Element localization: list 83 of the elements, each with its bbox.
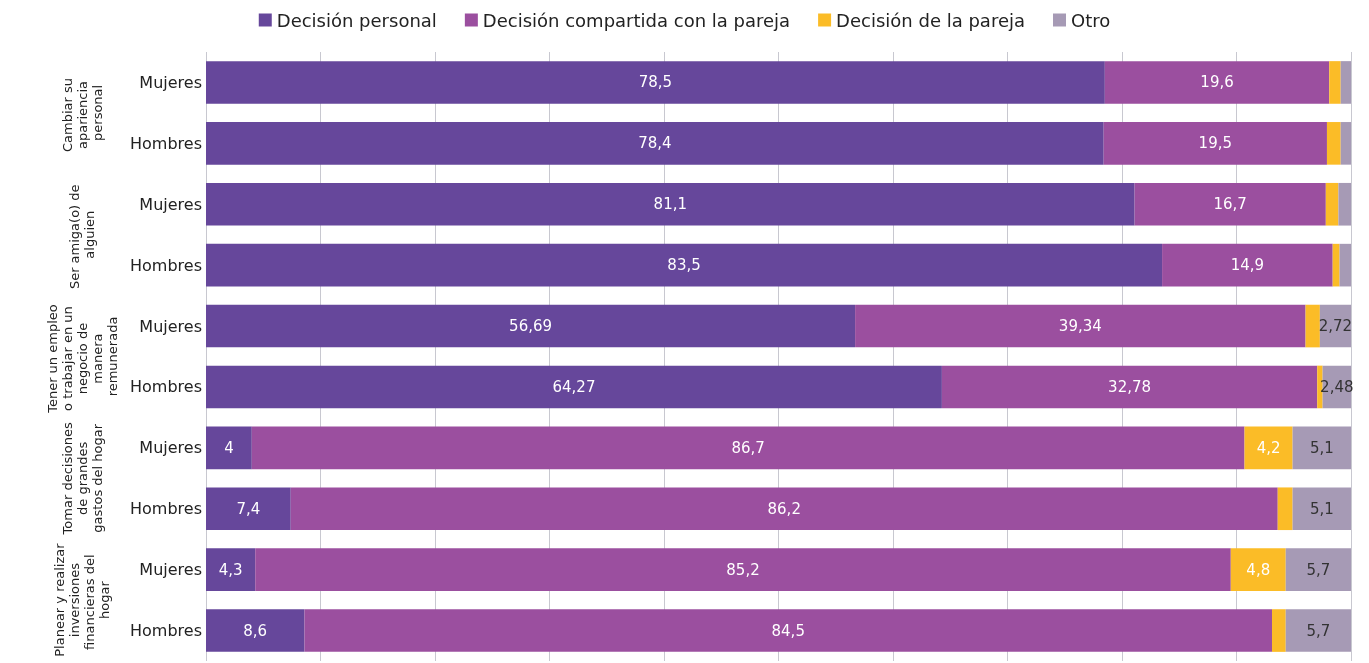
bar (206, 61, 1105, 104)
bar (1325, 182, 1339, 226)
data-label: 4,8 (1246, 560, 1271, 579)
bar (206, 304, 856, 348)
data-label: 78,4 (638, 134, 672, 153)
y-tick-label: Mujeres (139, 194, 202, 214)
legend-label: Decisión personal (276, 9, 437, 31)
legend-label: Decisión compartida con la pareja (482, 9, 791, 31)
y-tick-label: Hombres (130, 499, 202, 519)
bar (1292, 426, 1351, 470)
bar (206, 182, 1135, 226)
y-tick-label: Mujeres (139, 316, 202, 336)
bar (1277, 487, 1293, 531)
bar (206, 426, 252, 470)
y-tick-label: Hombres (130, 133, 202, 153)
bar (1103, 122, 1327, 165)
bar (1317, 365, 1323, 409)
data-label: 78,5 (638, 73, 673, 92)
bar (1104, 61, 1330, 104)
data-label: 14,9 (1230, 256, 1265, 275)
text: Ser amiga(o) de alguien (67, 180, 97, 290)
data-label: 5,7 (1306, 621, 1331, 640)
text: Planear y realizar inversiones financieras del hogar (52, 542, 112, 657)
data-label: 83,5 (667, 256, 701, 275)
data-label: 4,3 (218, 560, 243, 579)
data-label: 39,34 (1058, 317, 1102, 336)
bar (1326, 122, 1341, 165)
text: Cambiar su apariencia personal (59, 73, 105, 152)
bar (1340, 122, 1351, 165)
data-label: 64,27 (552, 377, 596, 396)
legend-label: Decisión de la pareja (836, 9, 1025, 31)
data-label: 81,1 (653, 195, 687, 214)
bar (1285, 609, 1351, 652)
bar (1271, 609, 1286, 652)
data-label: 5,1 (1309, 438, 1334, 457)
bar (206, 609, 305, 652)
bar (1340, 61, 1351, 104)
bar (1244, 426, 1293, 470)
bar (206, 487, 291, 531)
y-tick-label: Hombres (130, 255, 202, 275)
bar (1332, 243, 1340, 287)
data-label: 5,1 (1309, 499, 1334, 518)
bar (1285, 548, 1351, 591)
bar (206, 122, 1104, 165)
bar (1338, 182, 1351, 226)
bar (941, 365, 1318, 409)
bar (255, 548, 1231, 591)
y-tick-label: Mujeres (139, 72, 202, 92)
bar (206, 548, 256, 591)
data-label: 32,78 (1108, 377, 1152, 396)
bar (1339, 243, 1351, 287)
data-label: 86,2 (767, 499, 801, 518)
y-tick-label: Hombres (130, 377, 202, 397)
bar (206, 365, 942, 409)
data-label: 4,2 (1256, 438, 1281, 457)
bar (1292, 487, 1351, 531)
bar (1305, 304, 1320, 348)
data-label: 86,7 (731, 438, 765, 457)
y-tick-label: Mujeres (139, 560, 202, 580)
bar (1329, 61, 1341, 104)
bar (304, 609, 1272, 652)
data-label: 56,69 (509, 317, 553, 336)
data-label: 16,7 (1213, 195, 1247, 214)
text: Tener un empleo o trabajar en un negocio de manera remunerada (44, 300, 120, 414)
y-tick-label: Mujeres (139, 438, 202, 458)
legend-label: Otro (1070, 9, 1111, 31)
data-label: 4 (224, 438, 234, 457)
bar (290, 487, 1278, 531)
data-label: 84,5 (771, 621, 805, 640)
data-label: 19,5 (1198, 134, 1233, 153)
text: Tomar decisiones de grandes gastos del hogar (59, 422, 105, 536)
data-label: 85,2 (726, 560, 760, 579)
data-label: 19,6 (1200, 73, 1234, 92)
bar (206, 243, 1163, 287)
bar (855, 304, 1306, 348)
bar (251, 426, 1245, 470)
bar (1162, 243, 1333, 287)
bar (1134, 182, 1326, 226)
bar (1230, 548, 1286, 591)
data-label: 7,4 (236, 499, 261, 518)
data-label: 8,6 (243, 621, 268, 640)
y-tick-label: Hombres (130, 621, 202, 641)
data-label: 5,7 (1306, 560, 1331, 579)
